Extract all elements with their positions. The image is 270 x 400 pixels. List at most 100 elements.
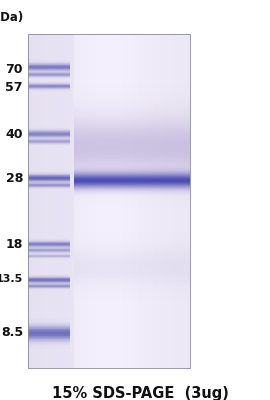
Bar — [74, 163, 190, 165]
Bar — [74, 251, 190, 252]
Text: 13.5: 13.5 — [0, 274, 23, 284]
Bar — [74, 173, 190, 174]
Bar — [74, 165, 190, 167]
Bar — [28, 344, 70, 345]
Bar — [74, 298, 190, 300]
Bar — [74, 272, 190, 274]
Bar — [28, 332, 70, 333]
Bar — [74, 106, 190, 108]
Bar — [74, 185, 190, 186]
Bar — [28, 321, 70, 322]
Bar — [74, 120, 190, 122]
Bar — [74, 274, 190, 275]
Text: 8.5: 8.5 — [1, 326, 23, 340]
Bar — [74, 241, 190, 243]
Bar — [74, 128, 190, 130]
Bar — [28, 341, 70, 342]
Bar — [74, 281, 190, 282]
Bar — [74, 258, 190, 259]
Bar — [74, 237, 190, 238]
Bar — [74, 116, 190, 118]
Bar — [74, 167, 190, 169]
Bar — [28, 339, 70, 340]
Bar — [74, 112, 190, 114]
Bar — [28, 345, 70, 346]
Text: (kDa): (kDa) — [0, 11, 23, 24]
Bar — [74, 108, 190, 110]
Bar — [74, 293, 190, 294]
Bar — [28, 324, 70, 325]
Bar — [74, 140, 190, 142]
Bar — [74, 267, 190, 268]
Bar — [28, 340, 70, 341]
Bar — [74, 277, 190, 278]
Bar — [74, 262, 190, 263]
Bar — [74, 198, 190, 200]
Bar — [74, 102, 190, 104]
Bar — [74, 268, 190, 270]
Text: 57: 57 — [5, 81, 23, 94]
Bar — [28, 330, 70, 331]
Bar — [28, 34, 74, 368]
Bar — [74, 155, 190, 157]
Text: 70: 70 — [5, 62, 23, 76]
Bar — [74, 164, 190, 165]
Bar — [74, 245, 190, 247]
Bar — [74, 266, 190, 267]
Bar — [74, 187, 190, 189]
Bar — [28, 325, 70, 326]
Bar — [28, 338, 70, 339]
Text: 15% SDS-PAGE  (3ug): 15% SDS-PAGE (3ug) — [52, 386, 229, 400]
Bar — [74, 202, 190, 204]
Bar — [28, 319, 70, 320]
Bar — [74, 286, 190, 288]
Bar — [74, 94, 190, 96]
Bar — [28, 334, 70, 335]
Bar — [74, 194, 190, 196]
Bar — [74, 148, 190, 151]
Bar — [28, 34, 190, 368]
Bar — [74, 196, 190, 197]
Bar — [74, 206, 190, 208]
Bar — [74, 188, 190, 189]
Bar — [74, 144, 190, 146]
Bar — [74, 179, 190, 180]
Bar — [74, 88, 190, 90]
Bar — [74, 86, 190, 88]
Bar — [74, 200, 190, 202]
Bar — [74, 180, 190, 182]
Bar — [74, 278, 190, 279]
Bar — [74, 169, 190, 171]
Bar — [74, 254, 190, 255]
Bar — [28, 318, 70, 319]
Bar — [74, 100, 190, 102]
Bar — [74, 297, 190, 298]
Bar — [74, 165, 190, 166]
Bar — [74, 294, 190, 296]
Bar — [74, 174, 190, 175]
Bar — [74, 175, 190, 176]
Bar — [74, 176, 190, 177]
Bar — [74, 134, 190, 136]
Bar — [74, 250, 190, 251]
Bar — [74, 159, 190, 161]
Bar — [74, 190, 190, 191]
Bar — [74, 240, 190, 241]
Bar — [74, 122, 190, 124]
Bar — [74, 191, 190, 194]
Bar — [74, 178, 190, 179]
Bar — [74, 181, 190, 183]
Bar — [74, 179, 190, 181]
Bar — [74, 126, 190, 128]
Bar — [74, 289, 190, 290]
Bar — [74, 110, 190, 112]
Bar — [74, 191, 190, 192]
Bar — [74, 189, 190, 190]
Bar — [74, 288, 190, 289]
Bar — [28, 335, 70, 336]
Bar — [28, 323, 70, 324]
Bar — [74, 157, 190, 159]
Bar — [74, 170, 190, 171]
Bar — [74, 138, 190, 140]
Bar — [28, 337, 70, 338]
